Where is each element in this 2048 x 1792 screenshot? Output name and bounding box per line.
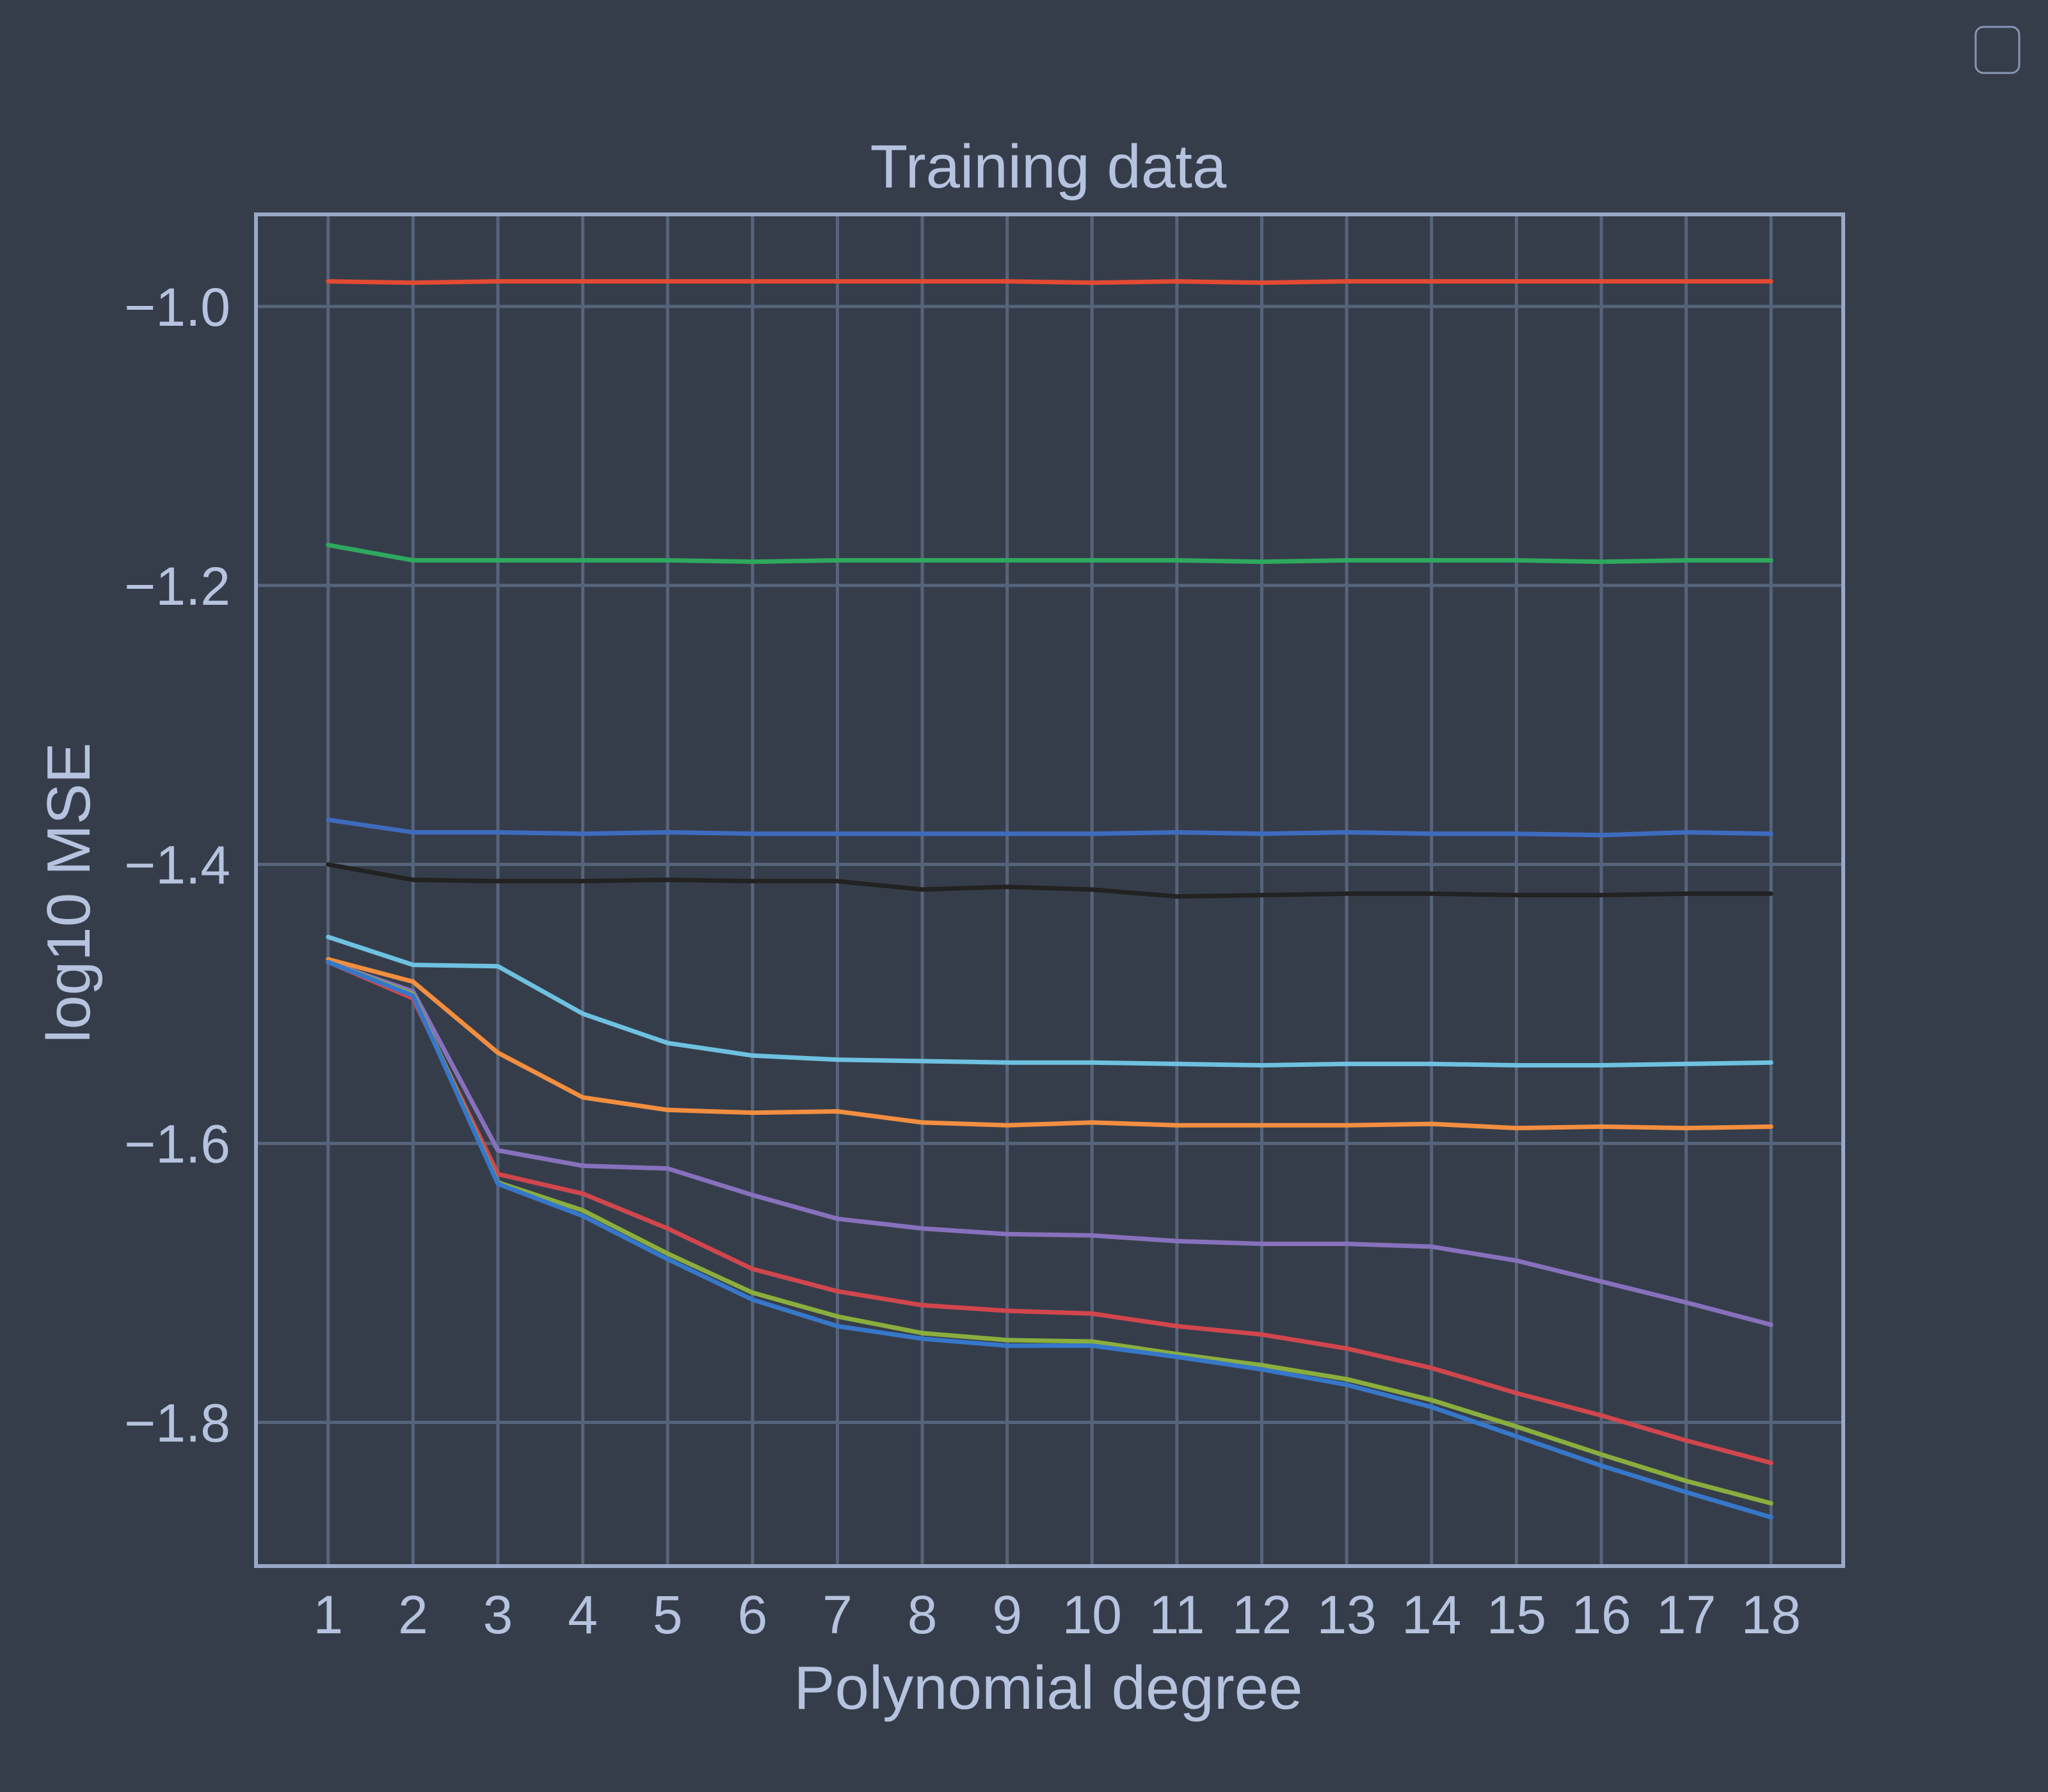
x-tick-label: 10 [1062,1585,1122,1645]
x-tick-label: 13 [1316,1585,1376,1645]
y-axis-label: log10 MSE [35,742,103,1043]
x-tick-label: 18 [1741,1585,1801,1645]
plot-frame [254,212,1845,1568]
series-line-7 [326,959,1773,1327]
x-tick-label: 9 [992,1585,1022,1645]
y-tick-label: −1.2 [124,556,230,616]
chart-title: Training data [870,132,1227,201]
x-tick-label: 1 [313,1585,343,1645]
x-tick-label: 11 [1149,1585,1204,1645]
series-line-5 [326,934,1773,1068]
series-line-8 [326,959,1773,1466]
y-tick-label: −1.4 [124,835,230,895]
x-tick-label: 7 [822,1585,852,1645]
series-line-3 [326,817,1773,838]
x-tick-labels: 1 2 3 4 5 6 7 8 9 10 11 12 13 14 15 16 17 18 [313,1585,1801,1645]
x-tick-label: 4 [568,1585,598,1645]
series-line-2 [326,543,1773,564]
series-line-1 [326,279,1773,285]
x-tick-label: 17 [1656,1585,1716,1645]
x-axis-label: Polynomial degree [794,1654,1302,1722]
y-tick-label: −1.0 [124,277,230,337]
legend-box [1974,26,2020,74]
series-line-6 [326,957,1773,1131]
y-tick-labels: −1.0 −1.2 −1.4 −1.6 −1.8 [124,277,230,1453]
x-tick-label: 2 [398,1585,428,1645]
x-tick-label: 3 [483,1585,513,1645]
x-tick-label: 5 [653,1585,683,1645]
grid-lines [256,214,1843,1566]
x-tick-label: 16 [1571,1585,1631,1645]
x-tick-label: 12 [1232,1585,1292,1645]
x-tick-label: 8 [908,1585,938,1645]
series-lines [326,279,1773,1520]
x-tick-label: 6 [737,1585,767,1645]
y-tick-label: −1.8 [124,1393,230,1453]
series-line-4 [326,862,1773,899]
x-tick-label: 14 [1402,1585,1461,1645]
series-line-9 [326,959,1773,1506]
series-line-10 [326,959,1773,1520]
y-tick-label: −1.6 [124,1114,230,1174]
x-tick-label: 15 [1487,1585,1546,1645]
